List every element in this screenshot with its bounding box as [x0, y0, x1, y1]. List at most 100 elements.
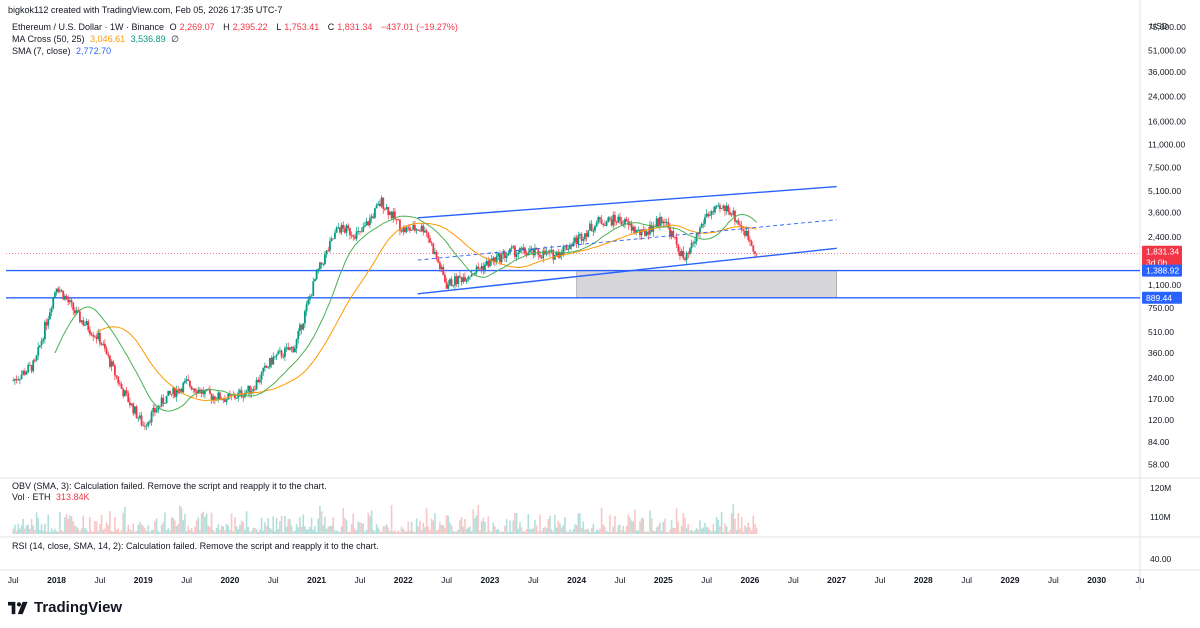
- candle-body: [625, 219, 628, 222]
- volume-bar: [655, 527, 658, 534]
- candle-body: [555, 251, 558, 256]
- volume-bar: [529, 529, 531, 534]
- candle-body: [175, 389, 178, 397]
- tradingview-logo[interactable]: TradingView: [8, 599, 122, 616]
- volume-bar: [752, 515, 755, 534]
- volume-bar: [424, 527, 426, 534]
- volume-bar: [667, 531, 670, 534]
- candle-body: [419, 230, 421, 232]
- volume-bar: [474, 518, 476, 534]
- volume-bar: [554, 514, 556, 534]
- volume-bar: [260, 517, 263, 534]
- currency-label: USD: [1150, 21, 1168, 31]
- candle-body: [599, 217, 601, 220]
- brand-name: TradingView: [34, 599, 123, 616]
- volume-bar: [580, 527, 583, 534]
- candle-body: [334, 232, 336, 239]
- candle-body: [399, 219, 401, 231]
- candle-body: [242, 396, 245, 398]
- candle-body: [750, 241, 753, 246]
- ma-cross-legend[interactable]: MA Cross (50, 25) 3,046.61 3,536.89 ∅: [12, 34, 182, 45]
- volume-bar: [382, 526, 385, 534]
- volume-bar: [555, 527, 558, 534]
- volume-bar: [372, 529, 375, 534]
- candle-body: [637, 229, 640, 231]
- candle-body: [410, 229, 413, 231]
- candle-body: [210, 393, 213, 400]
- candle-body: [289, 347, 291, 351]
- candle-body: [234, 395, 236, 399]
- volume-bar: [484, 521, 486, 534]
- candle-body: [690, 242, 693, 249]
- volume-bar: [245, 511, 248, 534]
- volume-bar: [612, 526, 615, 534]
- candle-body: [142, 425, 145, 427]
- volume-bar: [664, 518, 666, 534]
- candle-body: [590, 223, 593, 232]
- obv-tick-label: 110M: [1150, 512, 1171, 522]
- candle-body: [15, 379, 18, 381]
- volume-bar: [20, 525, 23, 534]
- time-tick-label: Jul: [94, 575, 105, 585]
- time-tick-label: Jul: [354, 575, 365, 585]
- volume-legend[interactable]: Vol · ETH 313.84K: [12, 492, 93, 503]
- volume-bar: [559, 523, 561, 534]
- candle-body: [455, 276, 458, 284]
- volume-bar: [589, 531, 591, 534]
- candle-body: [602, 223, 605, 226]
- candle-body: [190, 386, 193, 390]
- volume-bar: [379, 530, 381, 534]
- volume-bar: [485, 531, 488, 534]
- candle-body: [220, 399, 223, 401]
- candle-body: [517, 252, 520, 255]
- candle-body: [50, 308, 53, 313]
- candle-body: [479, 268, 481, 270]
- rsi-legend[interactable]: RSI (14, close, SMA, 14, 2): Calculation…: [12, 541, 382, 552]
- candle-body: [304, 311, 306, 324]
- candle-body: [272, 356, 275, 365]
- volume-bar: [29, 528, 31, 534]
- candle-body: [754, 251, 756, 254]
- candle-body: [415, 229, 418, 231]
- candle-body: [30, 365, 33, 372]
- last-price-label-countdown: 3d 0h: [1146, 258, 1168, 268]
- candle-body: [327, 250, 330, 252]
- volume-bar: [94, 521, 96, 534]
- candle-body: [107, 354, 110, 356]
- volume-bar: [32, 525, 35, 534]
- ohlc-change: −437.01 (−19.27%): [380, 22, 458, 32]
- candle-body: [402, 227, 405, 232]
- candle-body: [227, 393, 230, 400]
- hidden-eye-icon[interactable]: ∅: [171, 34, 180, 44]
- candle-body: [569, 244, 571, 250]
- candle-body: [580, 234, 583, 241]
- volume-bar: [304, 526, 306, 534]
- candle-body: [95, 336, 98, 339]
- volume-bar: [274, 530, 276, 534]
- obv-legend[interactable]: OBV (SMA, 3): Calculation failed. Remove…: [12, 481, 330, 492]
- volume-bar: [75, 526, 78, 534]
- time-tick-label: Jul: [615, 575, 626, 585]
- volume-bar: [257, 531, 260, 534]
- volume-bar: [210, 512, 213, 534]
- candle-body: [249, 385, 251, 394]
- volume-bar: [224, 530, 226, 534]
- candle-body: [103, 343, 106, 349]
- candle-body: [73, 310, 76, 314]
- volume-bar: [97, 531, 100, 534]
- volume-bar: [225, 523, 228, 534]
- volume-bar: [229, 529, 231, 534]
- volume-bar: [349, 531, 351, 534]
- candle-body: [572, 242, 575, 247]
- volume-bar: [70, 516, 73, 534]
- volume-bar: [444, 527, 446, 534]
- volume-bar: [699, 520, 701, 534]
- candle-body: [374, 208, 376, 218]
- candle-body: [60, 290, 63, 292]
- volume-bar: [454, 531, 456, 534]
- candle-body: [267, 367, 270, 368]
- sma-legend[interactable]: SMA (7, close) 2,772.70: [12, 46, 114, 57]
- candle-body: [12, 380, 15, 382]
- candle-body: [630, 223, 633, 231]
